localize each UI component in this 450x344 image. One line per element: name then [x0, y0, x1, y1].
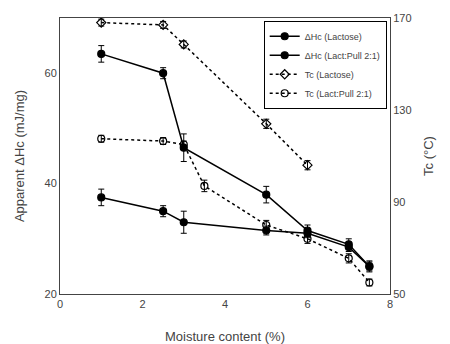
svg-text:8: 8: [387, 298, 393, 310]
svg-text:6: 6: [304, 298, 310, 310]
svg-text:0: 0: [57, 298, 63, 310]
svg-text:2: 2: [139, 298, 145, 310]
svg-text:20: 20: [45, 288, 57, 300]
svg-text:ΔHc (Lact:Pull 2:1): ΔHc (Lact:Pull 2:1): [305, 51, 380, 61]
svg-text:40: 40: [45, 177, 57, 189]
svg-text:Apparent ΔHc (mJ/mg): Apparent ΔHc (mJ/mg): [12, 90, 27, 222]
svg-text:ΔHc (Lactose): ΔHc (Lactose): [305, 32, 362, 42]
svg-text:4: 4: [222, 298, 228, 310]
svg-text:Tc (Lactose): Tc (Lactose): [305, 70, 354, 80]
svg-text:130: 130: [393, 104, 411, 116]
svg-text:50: 50: [393, 288, 405, 300]
svg-text:90: 90: [393, 196, 405, 208]
svg-text:Moisture content (%): Moisture content (%): [165, 329, 285, 344]
svg-text:60: 60: [45, 67, 57, 79]
svg-text:Tc (Lact:Pull 2:1): Tc (Lact:Pull 2:1): [305, 89, 372, 99]
svg-text:170: 170: [393, 12, 411, 24]
svg-text:Tc (°C): Tc (°C): [421, 136, 436, 176]
